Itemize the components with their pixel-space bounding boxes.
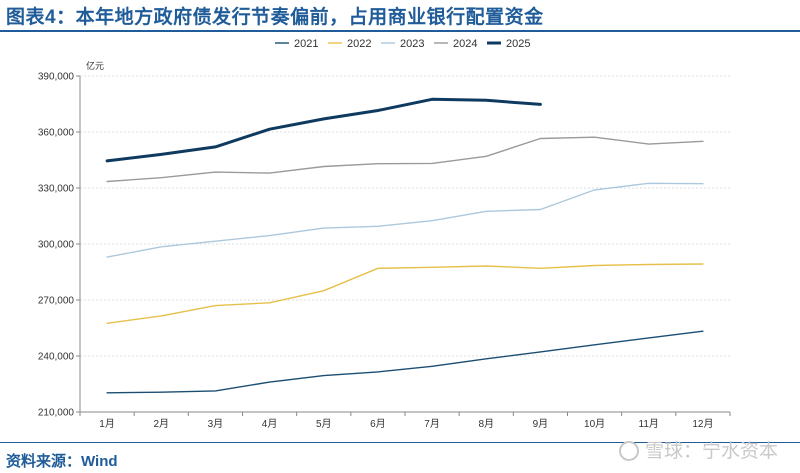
title-divider — [0, 30, 800, 32]
series-line-2023 — [106, 182, 704, 258]
x-axis: 1月 2月 3月 4月 5月 6月 7月 8月 9月 10月 11月 12月 — [79, 411, 731, 430]
grid-lines — [80, 75, 730, 357]
chart-title: 图表4：本年地方政府债发行节奏偏前，占用商业银行配置资金 — [6, 7, 544, 28]
x-tick-label: 7月 — [424, 418, 440, 430]
x-tick-label: 2月 — [153, 418, 169, 430]
y-axis: 210,000 240,000 270,000 300,000 330,000 360,0… — [38, 72, 81, 419]
series-line-2024 — [106, 136, 704, 183]
x-tick-label: 5月 — [316, 418, 332, 430]
legend-label-2021: 2021 — [294, 38, 318, 50]
series-line-2025 — [105, 97, 542, 163]
watermark: 雪球：宁水资本 — [618, 436, 778, 463]
y-tick-label: 300,000 — [38, 240, 75, 251]
series-lines — [105, 97, 704, 394]
series-line-2021 — [106, 330, 704, 394]
x-tick-label: 11月 — [639, 418, 659, 430]
line-chart: 2021 2022 2023 2024 2025 亿元 210,000 240,000 27… — [38, 38, 731, 430]
snowball-logo-icon — [618, 441, 639, 461]
legend-label-2023: 2023 — [400, 38, 424, 50]
y-tick-label: 360,000 — [38, 128, 75, 139]
legend-label-2022: 2022 — [347, 38, 371, 50]
source-note: 资料来源：Wind — [6, 453, 118, 470]
x-tick-label: 10月 — [584, 418, 605, 430]
chart-legend: 2021 2022 2023 2024 2025 — [275, 38, 530, 50]
x-tick-label: 3月 — [208, 418, 224, 430]
y-tick-label: 390,000 — [38, 72, 75, 83]
watermark-text: 雪球：宁水资本 — [644, 441, 778, 462]
x-tick-label: 6月 — [370, 418, 386, 430]
y-tick-label: 330,000 — [38, 184, 75, 195]
x-tick-label: 4月 — [262, 418, 278, 430]
y-tick-label: 210,000 — [38, 408, 75, 419]
legend-label-2024: 2024 — [453, 38, 477, 50]
series-line-2022 — [106, 263, 704, 324]
y-axis-unit-label: 亿元 — [86, 60, 104, 71]
y-tick-label: 240,000 — [38, 352, 75, 363]
x-tick-label: 9月 — [533, 418, 549, 430]
footer-divider — [0, 442, 800, 443]
x-tick-label: 1月 — [99, 418, 115, 430]
x-tick-label: 8月 — [478, 418, 494, 430]
legend-label-2025: 2025 — [506, 38, 530, 50]
x-tick-label: 12月 — [692, 418, 713, 430]
y-tick-label: 270,000 — [38, 296, 75, 307]
